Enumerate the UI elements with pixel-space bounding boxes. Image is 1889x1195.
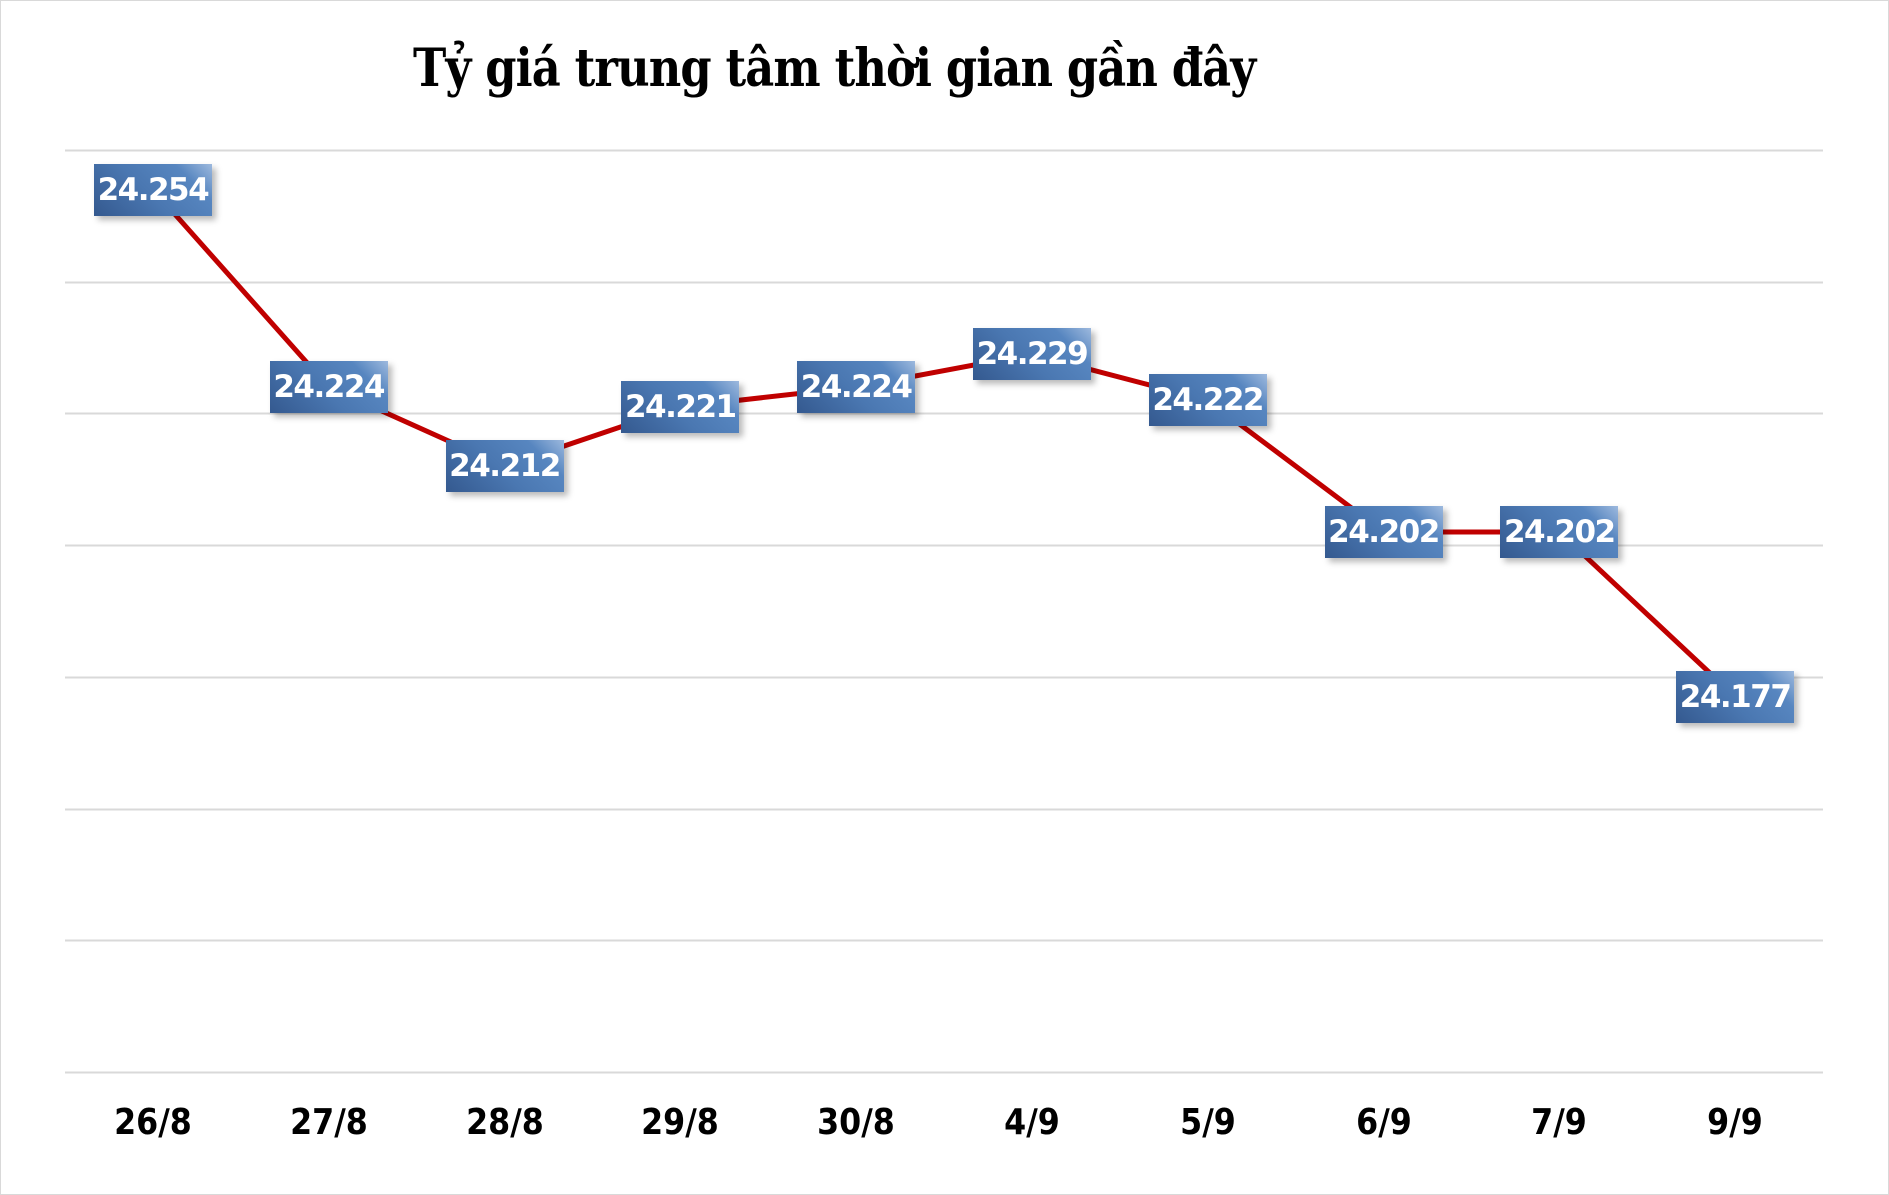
x-tick-label: 5/9 [1179,1102,1236,1143]
data-label: 24.229 [972,328,1091,381]
x-tick-label: 29/8 [641,1102,720,1143]
data-label: 24.254 [93,163,212,216]
x-tick-label: 4/9 [1004,1102,1060,1143]
chart-title: Tỷ giá trung tâm thời gian gần đây [412,38,1256,99]
x-tick-label: 26/8 [114,1102,192,1143]
x-tick-label: 7/9 [1531,1102,1588,1143]
x-tick-label: 28/8 [465,1102,544,1143]
data-label: 24.177 [1676,670,1795,723]
x-tick-label: 6/9 [1355,1102,1412,1143]
x-tick-label: 30/8 [817,1102,895,1143]
data-label: 24.224 [797,361,916,414]
data-label: 24.221 [621,380,740,433]
data-label: 24.212 [445,440,564,493]
data-label: 24.202 [1324,505,1443,558]
gridlines [65,149,1823,1074]
series-line [151,187,1737,699]
x-tick-label: 9/9 [1707,1102,1763,1143]
data-label: 24.222 [1148,374,1267,427]
data-label: 24.224 [269,361,388,414]
x-tick-label: 27/8 [289,1102,368,1143]
data-label: 24.202 [1500,505,1619,558]
